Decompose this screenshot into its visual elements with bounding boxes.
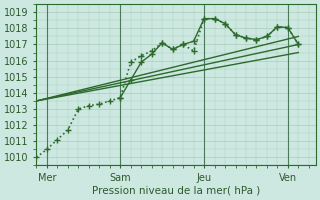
X-axis label: Pression niveau de la mer( hPa ): Pression niveau de la mer( hPa ) <box>92 186 260 196</box>
